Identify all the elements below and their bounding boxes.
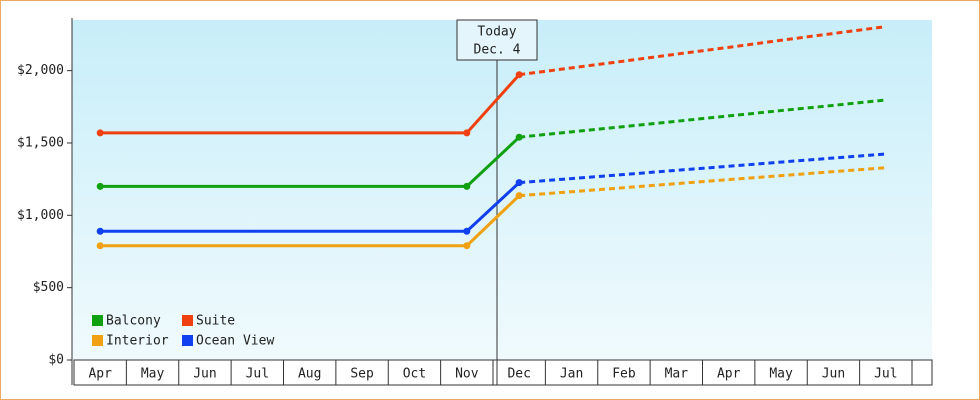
x-tick-label: Jan	[560, 367, 583, 382]
point	[463, 182, 471, 190]
x-axis-band	[73, 359, 933, 386]
forecast-line	[519, 152, 886, 185]
forecast-line	[518, 25, 887, 77]
x-tick-label: Jul	[246, 367, 269, 382]
point	[96, 182, 104, 190]
history-line	[100, 136, 521, 188]
x-tick-label: Dec	[507, 367, 530, 382]
point	[96, 227, 104, 235]
point	[463, 242, 471, 250]
legend-label: Interior	[106, 334, 169, 349]
x-tick-label: Apr	[717, 367, 741, 382]
y-tick-label: $1,000	[17, 208, 64, 223]
today-box	[456, 19, 538, 61]
x-tick-label: Aug	[298, 367, 321, 382]
x-tick-label: Mar	[665, 367, 689, 382]
point	[96, 129, 104, 137]
legend-swatch	[182, 335, 193, 346]
y-tick-label: $2,000	[17, 63, 64, 78]
x-tick-label: Sep	[350, 367, 374, 382]
point	[515, 71, 523, 79]
forecast-line	[519, 166, 886, 198]
x-tick-label: Oct	[403, 367, 426, 382]
y-tick-label: $500	[33, 280, 64, 295]
x-tick-label: Jun	[193, 367, 216, 382]
x-tick-label: Jun	[822, 367, 845, 382]
legend-swatch	[182, 315, 193, 326]
legend-label: Suite	[196, 314, 235, 329]
legend-label: Balcony	[106, 314, 161, 329]
today-label: Today	[477, 25, 516, 40]
x-tick-label: May	[769, 367, 793, 382]
x-tick-label: Jul	[874, 367, 897, 382]
plot-area	[72, 20, 932, 360]
legend-swatch	[92, 315, 103, 326]
y-tick-label: $0	[48, 353, 64, 368]
history-line	[100, 181, 521, 233]
x-tick-label: Apr	[88, 367, 112, 382]
x-tick-label: May	[141, 367, 165, 382]
legend-swatch	[92, 335, 103, 346]
point	[515, 133, 523, 141]
history-line	[100, 194, 521, 248]
point	[515, 179, 523, 187]
point	[515, 192, 523, 200]
legend-label: Ocean View	[196, 334, 274, 349]
history-line	[100, 73, 521, 135]
point	[96, 242, 104, 250]
x-tick-label: Feb	[612, 367, 636, 382]
point	[463, 129, 471, 137]
y-tick-label: $1,500	[17, 135, 64, 150]
forecast-line	[519, 98, 886, 139]
today-label: Dec. 4	[474, 43, 521, 58]
point	[463, 227, 471, 235]
x-tick-label: Nov	[455, 367, 479, 382]
